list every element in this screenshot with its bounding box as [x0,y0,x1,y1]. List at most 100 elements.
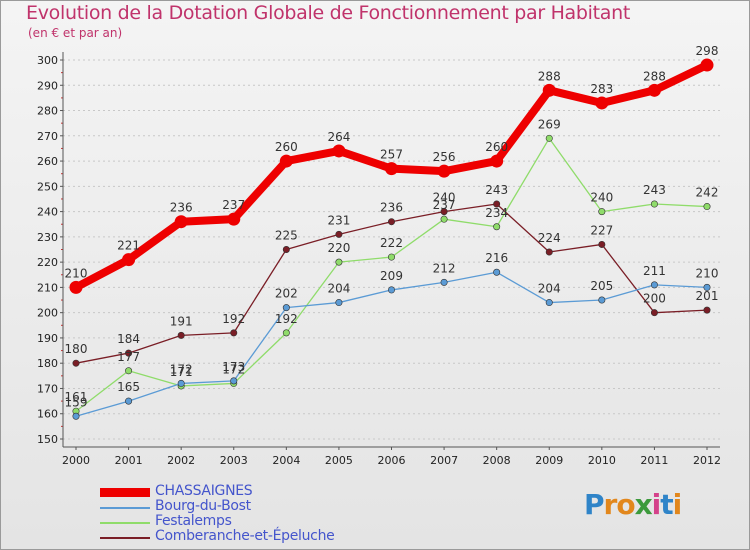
data-point-comberanche-et-peluche [650,309,658,317]
data-point-festalemps [493,223,501,231]
data-label-bourg-du-bost: 204 [538,282,561,296]
data-label-chassaignes: 260 [275,140,298,154]
data-label-festalemps: 234 [485,206,508,220]
y-tick-label: 280 [37,105,58,118]
data-label-comberanche-et-peluche: 192 [222,312,245,326]
y-tick-label: 190 [37,332,58,345]
x-tick-label: 2004 [272,454,300,467]
x-tick-label: 2003 [220,454,248,467]
data-label-chassaignes: 288 [538,69,561,83]
legend-swatch-bourg-du-bost [100,507,150,509]
data-label-bourg-du-bost: 204 [327,282,350,296]
data-label-comberanche-et-peluche: 231 [327,213,350,227]
data-point-comberanche-et-peluche [703,306,711,314]
data-point-bourg-du-bost [650,281,658,289]
data-label-bourg-du-bost: 205 [590,279,613,293]
data-point-bourg-du-bost [545,299,553,307]
data-point-chassaignes [437,164,451,178]
data-label-comberanche-et-peluche: 191 [170,314,193,328]
data-point-festalemps [545,134,553,142]
y-tick-label: 200 [37,307,58,320]
data-label-festalemps: 171 [170,365,193,379]
data-point-bourg-du-bost [125,397,133,405]
series-group [69,58,714,420]
x-tick-label: 2001 [115,454,143,467]
data-point-bourg-du-bost [335,299,343,307]
data-point-chassaignes [700,58,714,72]
data-point-chassaignes [542,83,556,97]
data-label-comberanche-et-peluche: 225 [275,229,298,243]
data-label-bourg-du-bost: 209 [380,269,403,283]
logo-letter: x [634,488,653,521]
logo-letter: i [651,488,662,521]
data-point-comberanche-et-peluche [230,329,238,337]
data-point-chassaignes [279,154,293,168]
data-label-bourg-du-bost: 165 [117,380,140,394]
data-label-festalemps: 269 [538,117,561,131]
y-tick-label: 250 [37,180,58,193]
axes: 150 160 170 180 190 200 210 220 230 240 250 260 270 2… [37,52,721,467]
data-label-comberanche-et-peluche: 240 [433,191,456,205]
data-label-chassaignes: 283 [590,82,613,96]
data-point-festalemps [598,208,606,216]
y-tick-label: 170 [37,382,58,395]
data-point-chassaignes [122,253,136,267]
data-point-bourg-du-bost [177,379,185,387]
x-tick-label: 2008 [483,454,511,467]
logo-letter: i [672,488,683,521]
data-label-bourg-du-bost: 212 [433,261,456,275]
data-point-comberanche-et-peluche [493,200,501,208]
x-tick-label: 2012 [693,454,721,467]
data-point-comberanche-et-peluche [440,208,448,216]
data-labels: 180 184 191 192 225 231 236 240 243 224 227 200 201 1… [65,44,719,409]
data-label-festalemps: 220 [327,241,350,255]
x-tick-label: 2002 [167,454,195,467]
data-point-chassaignes [69,280,83,294]
data-point-festalemps [125,367,133,375]
y-tick-label: 240 [37,206,58,219]
x-tick-label: 2006 [378,454,406,467]
data-label-comberanche-et-peluche: 180 [65,342,88,356]
data-point-chassaignes [332,144,346,158]
data-label-comberanche-et-peluche: 224 [538,231,561,245]
legend-item-comberanche: Comberanche-et-Épeluche [100,528,400,546]
data-label-bourg-du-bost: 172 [170,362,193,376]
logo-letter: t [660,488,673,521]
data-label-festalemps: 161 [65,390,88,404]
chart-title: Evolution de la Dotation Globale de Fonc… [26,2,631,24]
legend-item-festalemps: Festalemps [100,513,400,531]
data-label-festalemps: 192 [275,312,298,326]
legend-label: Comberanche-et-Épeluche [155,528,335,544]
data-label-bourg-du-bost: 216 [485,251,508,265]
data-label-chassaignes: 298 [696,44,719,58]
data-point-bourg-du-bost [598,296,606,304]
data-label-festalemps: 240 [590,191,613,205]
data-point-comberanche-et-peluche [72,359,80,367]
data-point-comberanche-et-peluche [125,349,133,357]
logo-letter: r [603,488,618,521]
data-label-festalemps: 172 [222,362,245,376]
data-label-bourg-du-bost: 159 [65,395,88,409]
data-point-chassaignes [647,83,661,97]
proxiti-logo: Proxiti [584,488,683,521]
data-point-festalemps [650,200,658,208]
data-label-comberanche-et-peluche: 243 [485,183,508,197]
data-point-comberanche-et-peluche [177,331,185,339]
x-tick-label: 2009 [535,454,563,467]
data-label-festalemps: 177 [117,350,140,364]
data-label-comberanche-et-peluche: 201 [696,289,719,303]
data-point-chassaignes [385,162,398,176]
y-tick-label: 270 [37,130,58,143]
legend-swatch-festalemps [100,522,150,524]
data-label-chassaignes: 210 [65,266,88,280]
data-point-chassaignes [490,154,504,168]
legend-swatch-chassaignes [100,488,150,497]
data-point-comberanche-et-peluche [335,230,343,238]
data-label-festalemps: 222 [380,236,403,250]
data-label-chassaignes: 288 [643,69,666,83]
legend-label: Bourg-du-Bost [155,498,251,514]
legend-label: Festalemps [155,513,232,529]
x-tick-label: 2007 [430,454,458,467]
data-label-comberanche-et-peluche: 236 [380,201,403,215]
